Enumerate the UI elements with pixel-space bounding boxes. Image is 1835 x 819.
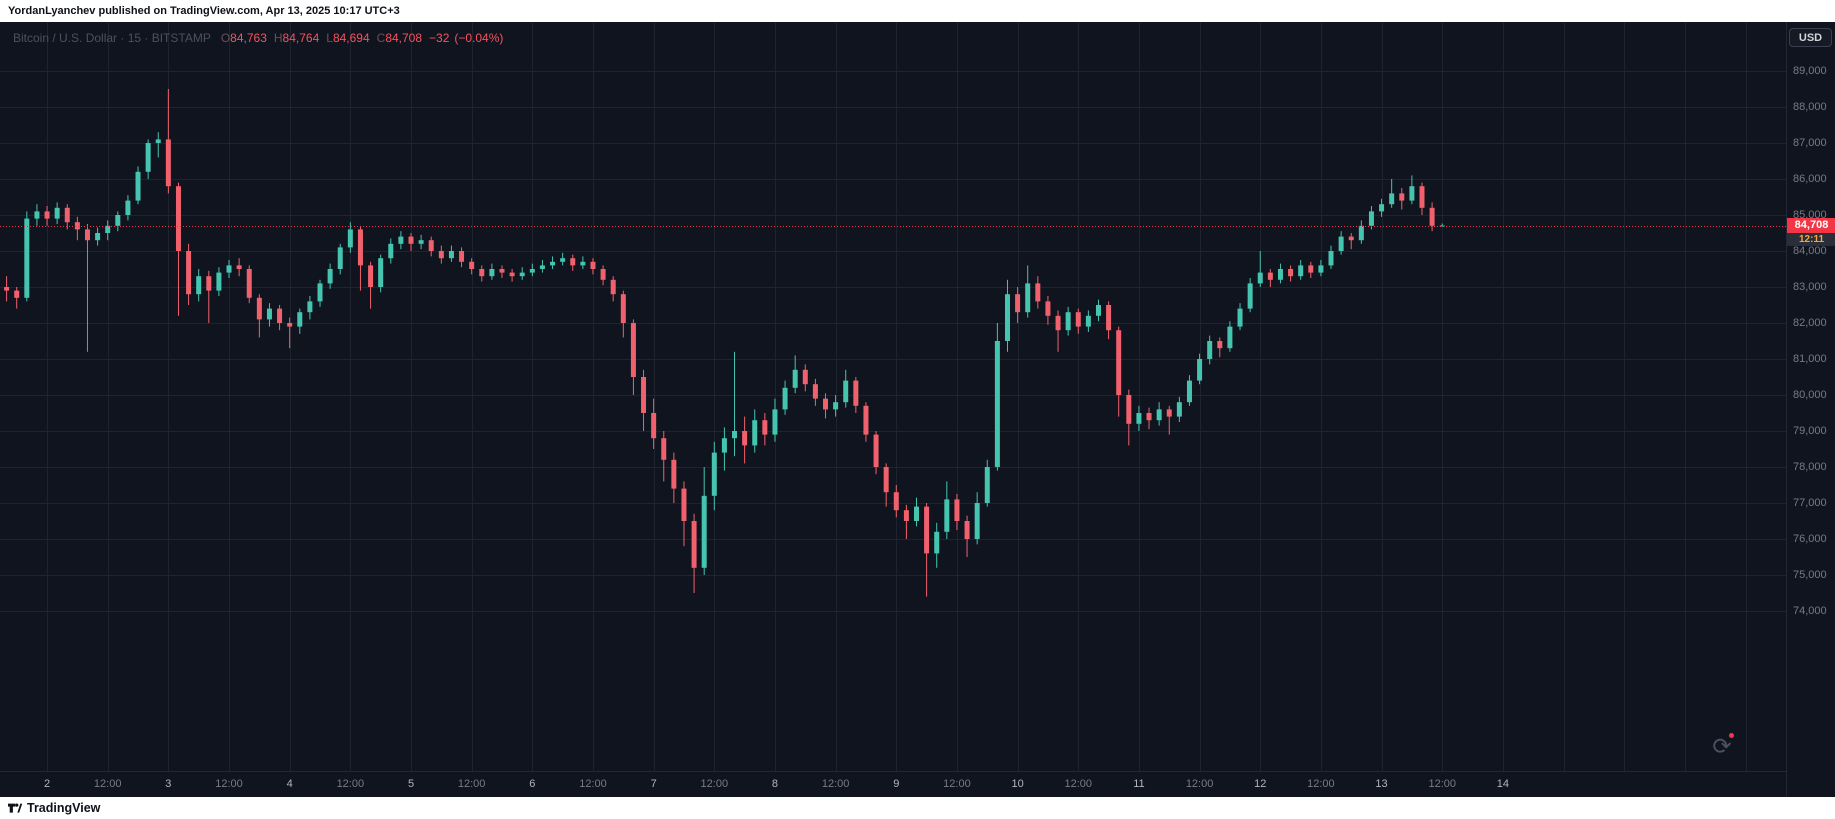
ohlc-high-value: 84,764 xyxy=(282,31,320,45)
attribution-site-link[interactable]: TradingView.com xyxy=(169,5,260,17)
ohlc-high-label: H xyxy=(273,31,283,45)
price-scale-label: 76,000 xyxy=(1793,533,1827,545)
time-scale-label: 12:00 xyxy=(93,778,122,790)
ohlc-close-label: C xyxy=(376,31,386,45)
time-scale-label: 12:00 xyxy=(336,778,365,790)
time-scale-label: 8 xyxy=(771,778,779,790)
price-scale-label: 82,000 xyxy=(1793,317,1827,329)
price-scale-label: 83,000 xyxy=(1793,281,1827,293)
time-scale-label: 12 xyxy=(1254,778,1267,790)
last-price-tag: 84,708 12:11 xyxy=(1787,217,1835,246)
time-scale-label: 12:00 xyxy=(1064,778,1093,790)
ohlc-open-label: O xyxy=(220,31,231,45)
time-scale-label: 12:00 xyxy=(1428,778,1456,790)
last-price-value: 84,708 xyxy=(1787,217,1835,233)
time-scale-label: 12:00 xyxy=(943,778,971,790)
time-scale-label: 5 xyxy=(407,778,415,790)
price-scale-label: 87,000 xyxy=(1793,137,1827,149)
time-scale-label: 11 xyxy=(1133,778,1145,790)
attribution-datetime: , Apr 13, 2025 10:17 UTC+3 xyxy=(259,5,400,17)
price-scale-label: 81,000 xyxy=(1793,353,1827,365)
price-scale-label: 84,000 xyxy=(1793,245,1827,257)
price-scale-label: 75,000 xyxy=(1793,569,1827,581)
ohlc-low-label: L xyxy=(326,31,333,45)
time-scale-label: 12:00 xyxy=(579,778,607,790)
price-scale-label: 74,000 xyxy=(1793,605,1827,617)
time-scale-label: 4 xyxy=(286,778,293,790)
time-scale-label: 12:00 xyxy=(457,778,486,790)
price-scale-label: 79,000 xyxy=(1793,425,1827,437)
attribution-username[interactable]: YordanLyanchev xyxy=(8,5,96,17)
footer-bar: TradingView xyxy=(0,797,1835,819)
time-scale[interactable]: 2 12:00 3 12:00 4 12:00 5 12:00 6 12:00 7 12:00 8 12:… xyxy=(0,771,1786,797)
ohlc-open-value: 84,763 xyxy=(230,31,267,45)
currency-usd-button[interactable]: USD xyxy=(1789,28,1832,47)
attribution-middle-text: published on xyxy=(95,5,170,17)
refresh-icon[interactable]: ⟳ xyxy=(1706,730,1738,762)
price-scale[interactable]: USD 89,000 88,000 87,000 86,000 85,000 84,000… xyxy=(1786,22,1835,797)
time-scale-label: 12:00 xyxy=(1307,778,1335,790)
candlestick-canvas[interactable] xyxy=(0,22,1786,771)
change-percent: (−0.04%) xyxy=(454,31,504,45)
price-scale-label: 88,000 xyxy=(1793,101,1827,113)
bar-countdown: 12:11 xyxy=(1787,232,1835,246)
tradingview-logo-icon[interactable] xyxy=(8,801,22,815)
time-scale-label: 6 xyxy=(529,778,536,790)
attribution-bar: YordanLyanchev published on TradingView.… xyxy=(0,0,1835,22)
time-scale-label: 12:00 xyxy=(1185,778,1214,790)
time-scale-label: 12:00 xyxy=(821,778,850,790)
price-scale-label: 89,000 xyxy=(1793,65,1827,77)
time-scale-label: 9 xyxy=(893,778,900,790)
time-scale-label: 12:00 xyxy=(215,778,243,790)
ohlc-close-value: 84,708 xyxy=(385,31,423,45)
change-value: −32 xyxy=(429,31,450,45)
alert-dot xyxy=(1729,733,1734,738)
price-scale-label: 80,000 xyxy=(1793,389,1827,401)
time-scale-label: 2 xyxy=(43,778,51,790)
time-scale-label: 14 xyxy=(1496,778,1509,790)
ohlc-low-value: 84,694 xyxy=(332,31,370,45)
time-scale-label: 3 xyxy=(165,778,172,790)
price-scale-label: 86,000 xyxy=(1793,173,1827,185)
time-scale-label: 12:00 xyxy=(700,778,729,790)
symbol-title[interactable]: Bitcoin / U.S. Dollar · 15 · BITSTAMP xyxy=(13,31,211,45)
time-scale-label: 13 xyxy=(1375,778,1388,790)
time-scale-label: 10 xyxy=(1011,778,1024,790)
footer-brand-text[interactable]: TradingView xyxy=(27,801,101,815)
price-scale-label: 77,000 xyxy=(1793,497,1827,509)
price-scale-label: 78,000 xyxy=(1793,461,1827,473)
time-scale-label: 7 xyxy=(650,778,657,790)
